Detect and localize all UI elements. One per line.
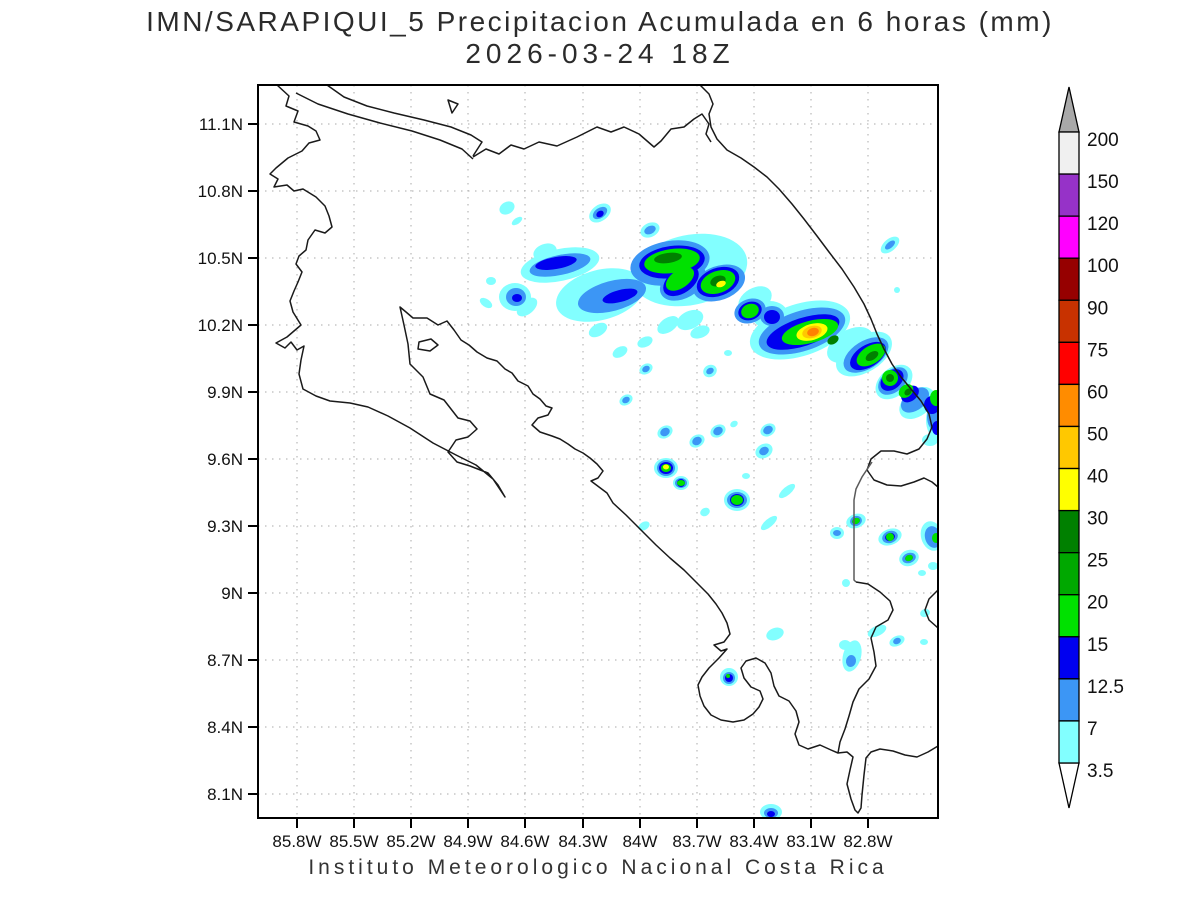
colorbar-box	[1058, 720, 1080, 764]
x-tick-label: 82.8W	[843, 832, 892, 851]
colorbar-label: 40	[1087, 467, 1108, 488]
colorbar-box	[1058, 678, 1080, 722]
colorbar-box	[1058, 552, 1080, 596]
x-tick-label: 85.8W	[272, 832, 321, 851]
colorbar-box	[1058, 215, 1080, 259]
colorbar-label: 20	[1087, 593, 1108, 614]
colorbar-label: 3.5	[1087, 761, 1113, 782]
colorbar-label: 25	[1087, 551, 1108, 572]
colorbar-box	[1058, 131, 1080, 175]
colorbar-label: 50	[1087, 424, 1108, 445]
colorbar-label: 15	[1087, 635, 1108, 656]
coastlines	[269, 85, 938, 814]
plot-title: IMN/SARAPIQUI_5 Precipitacion Acumulada …	[146, 6, 1054, 37]
colorbar-box	[1058, 467, 1080, 512]
y-tick-label: 10.2N	[198, 316, 243, 335]
colorbar-label: 7	[1087, 719, 1098, 740]
y-tick-label: 9N	[221, 584, 243, 603]
x-tick-label: 84.6W	[500, 832, 549, 851]
colorbar-box	[1058, 509, 1080, 554]
x-tick-label: 83.1W	[786, 832, 835, 851]
precip-layer-orange	[807, 327, 819, 337]
colorbar-label: 30	[1087, 509, 1108, 530]
x-tick-label: 85.5W	[329, 832, 378, 851]
colorbar-label: 75	[1087, 340, 1108, 361]
plot-subtitle-datetime: 2026-03-24 18Z	[465, 38, 735, 69]
x-tick-label: 84.3W	[558, 832, 607, 851]
colorbar-box	[1058, 383, 1080, 428]
grid-lines	[258, 85, 938, 818]
colorbar-label: 200	[1087, 130, 1119, 151]
source-credit: Instituto Meteorologico Nacional Costa R…	[308, 856, 888, 879]
colorbar-box	[1058, 257, 1080, 301]
colorbar-label: 12.5	[1087, 677, 1124, 698]
y-tick-label: 10.5N	[198, 249, 243, 268]
colorbar-box	[1058, 594, 1080, 638]
x-tick-label: 84W	[623, 832, 658, 851]
colorbar-box	[1058, 636, 1080, 680]
y-tick-label: 8.1N	[207, 785, 243, 804]
y-tick-label: 11.1N	[199, 115, 243, 134]
y-tick-label: 9.3N	[207, 517, 243, 536]
y-tick-label: 10.8N	[198, 182, 243, 201]
colorbar-label: 100	[1087, 256, 1119, 277]
colorbar-box	[1058, 425, 1080, 470]
country-borders	[853, 461, 873, 583]
colorbar-box	[1058, 299, 1080, 343]
colorbar-box	[1058, 173, 1080, 217]
colorbar-label: 60	[1087, 382, 1108, 403]
x-tick-label: 84.9W	[443, 832, 492, 851]
colorbar-label: 150	[1087, 172, 1119, 193]
y-axis: 11.1N 10.8N 10.5N 10.2N 9.9N 9.6N 9.3N 9N 8.7N 8.…	[198, 115, 258, 804]
y-tick-label: 8.7N	[207, 651, 243, 670]
precip-layer-darkgreen	[654, 252, 912, 396]
y-tick-label: 9.9N	[207, 383, 243, 402]
x-tick-label: 83.7W	[672, 832, 721, 851]
colorbar-label: 120	[1087, 214, 1119, 235]
colorbar-top-arrow	[1058, 86, 1080, 133]
x-tick-label: 83.4W	[729, 832, 778, 851]
x-axis: 85.8W 85.5W 85.2W 84.9W 84.6W 84.3W 84W 83.7W 83…	[272, 818, 893, 851]
y-tick-label: 8.4N	[207, 718, 243, 737]
precip-field	[479, 201, 938, 818]
colorbar-label: 90	[1087, 298, 1108, 319]
colorbar-legend: 200 150 120 100 90 75 60 50 40 30 25 20 15 12.5 7 3.5	[1058, 86, 1124, 809]
colorbar-bottom-arrow	[1058, 762, 1080, 809]
map-frame	[257, 84, 939, 819]
y-tick-label: 9.6N	[207, 450, 243, 469]
colorbar-box	[1058, 341, 1080, 386]
x-tick-label: 85.2W	[386, 832, 435, 851]
